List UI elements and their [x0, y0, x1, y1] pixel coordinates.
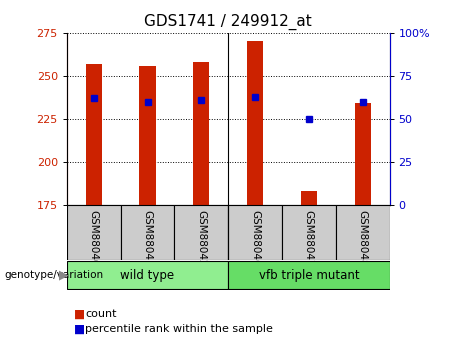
Text: ▶: ▶ [59, 269, 68, 282]
Bar [228, 205, 282, 260]
Bar [139, 66, 155, 205]
Bar [355, 104, 371, 205]
Text: ■: ■ [74, 323, 85, 336]
Text: genotype/variation: genotype/variation [5, 270, 104, 280]
Text: GSM88040: GSM88040 [89, 210, 99, 266]
Bar [301, 191, 317, 205]
Text: percentile rank within the sample: percentile rank within the sample [85, 325, 273, 334]
Text: vfb triple mutant: vfb triple mutant [259, 269, 359, 282]
Text: GSM88042: GSM88042 [196, 210, 207, 266]
Bar [174, 205, 228, 260]
Bar [282, 205, 336, 260]
Bar [336, 205, 390, 260]
Text: GSM88047: GSM88047 [304, 210, 314, 266]
Bar [67, 261, 228, 289]
Text: GSM88041: GSM88041 [142, 210, 153, 266]
Text: GSM88048: GSM88048 [358, 210, 368, 266]
Text: count: count [85, 309, 117, 319]
Text: ■: ■ [74, 307, 85, 321]
Bar [121, 205, 174, 260]
Bar [193, 62, 209, 205]
Bar [228, 261, 390, 289]
Bar [247, 41, 263, 205]
Bar [86, 64, 102, 205]
Title: GDS1741 / 249912_at: GDS1741 / 249912_at [144, 14, 312, 30]
Bar [67, 205, 121, 260]
Text: GSM88046: GSM88046 [250, 210, 260, 266]
Text: wild type: wild type [120, 269, 175, 282]
